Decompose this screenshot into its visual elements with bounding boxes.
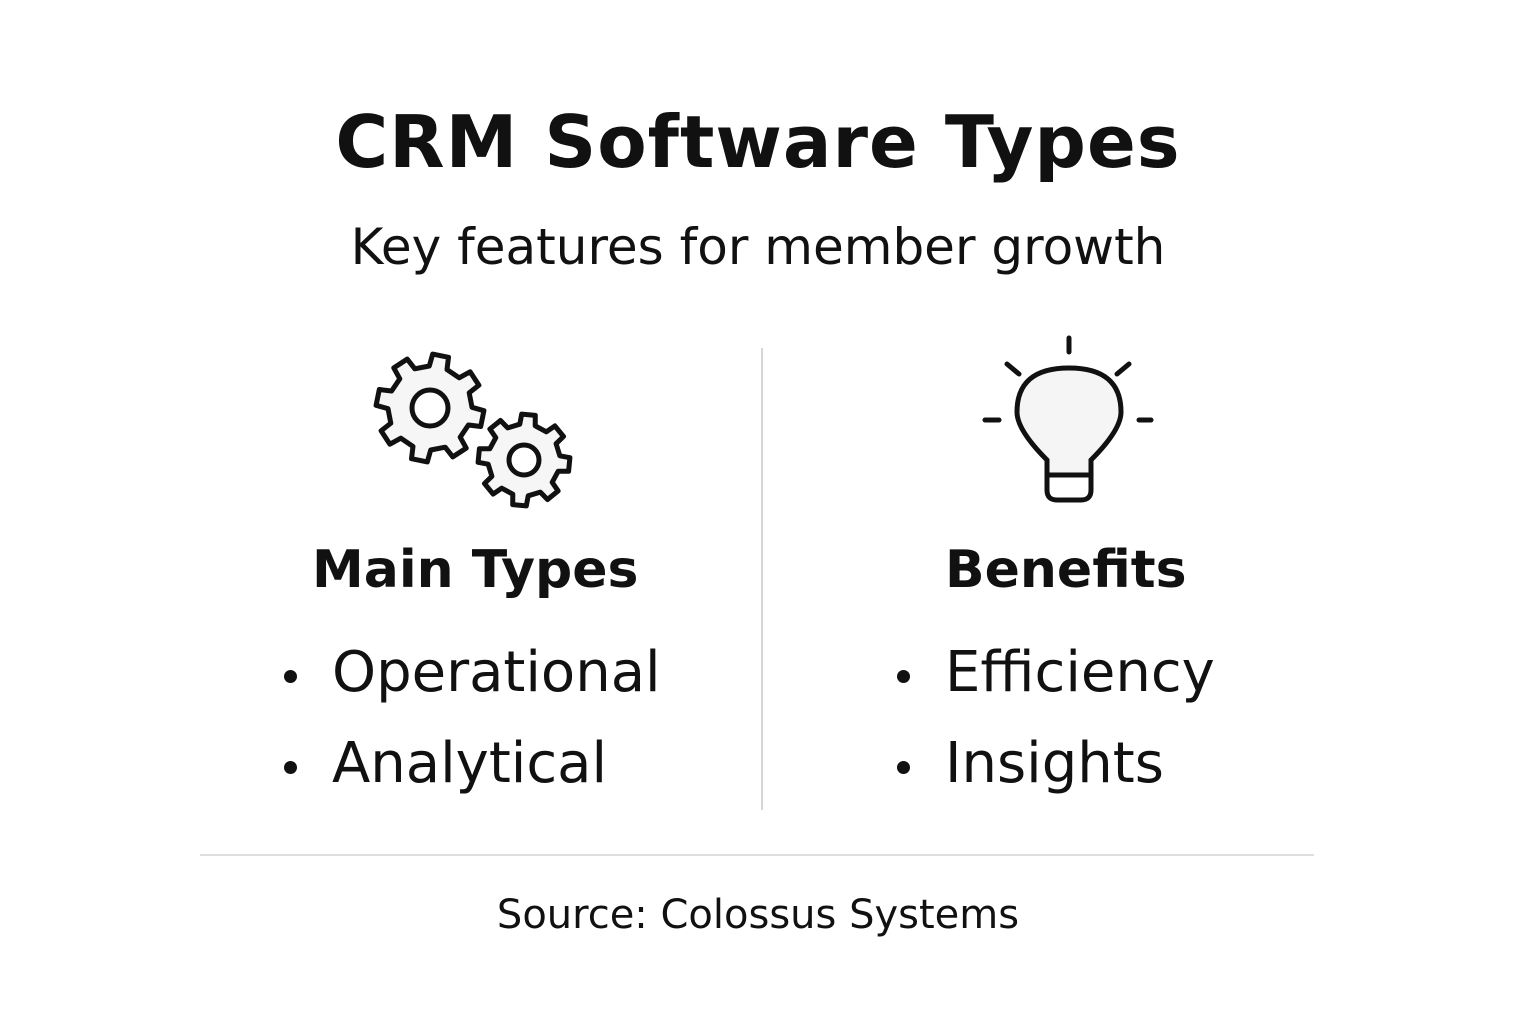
list-item: Efficiency [945,640,1215,705]
bullet-icon [897,761,910,774]
list-item: Operational [332,640,661,705]
main-types-heading: Main Types [312,540,639,600]
source-note: Source: Colossus Systems [496,892,1020,938]
lightbulb-icon [982,335,1154,503]
gears-icon [373,351,573,509]
page-title: CRM Software Types [335,100,1181,184]
benefits-heading: Benefits [945,540,1187,600]
column-divider [761,348,763,810]
bullet-icon [284,761,297,774]
footer-divider [200,854,1314,856]
bullet-icon [284,670,297,683]
subtitle: Key features for member growth [350,218,1166,276]
bullet-icon [897,670,910,683]
list-item: Analytical [332,731,607,796]
list-item: Insights [945,731,1164,796]
